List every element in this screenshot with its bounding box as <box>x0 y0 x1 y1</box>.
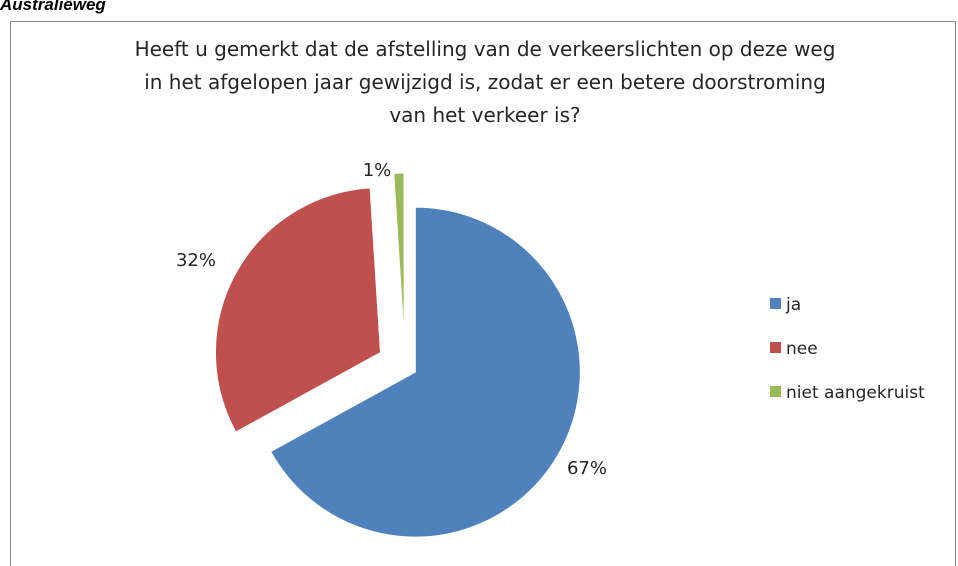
legend-swatch-ja <box>770 298 781 309</box>
pie-slice-ja <box>270 206 581 538</box>
chart-title-line-3: van het verkeer is? <box>389 103 580 127</box>
legend-label-niet-aangekruist: niet aangekruist <box>786 383 925 403</box>
pie-slices <box>214 172 581 538</box>
data-label-niet-aangekruist: 1% <box>363 160 392 181</box>
legend-label-ja: ja <box>785 295 801 315</box>
page-heading: Australiëweg <box>0 0 106 14</box>
legend: ja nee niet aangekruist <box>770 295 925 403</box>
data-label-nee: 32% <box>176 250 216 271</box>
pie-slice-nee <box>214 187 381 433</box>
legend-swatch-nee <box>770 342 781 353</box>
legend-swatch-niet-aangekruist <box>770 386 781 397</box>
pie-slice-niet-aangekruist <box>393 172 405 339</box>
data-label-ja: 67% <box>567 458 607 479</box>
data-labels: 67% 32% 1% <box>176 160 607 479</box>
chart-title-line-1: Heeft u gemerkt dat de afstelling van de… <box>135 37 836 61</box>
chart-title: Heeft u gemerkt dat de afstelling van de… <box>135 37 836 127</box>
chart-title-line-2: in het afgelopen jaar gewijzigd is, zoda… <box>144 70 826 94</box>
legend-label-nee: nee <box>786 339 818 359</box>
